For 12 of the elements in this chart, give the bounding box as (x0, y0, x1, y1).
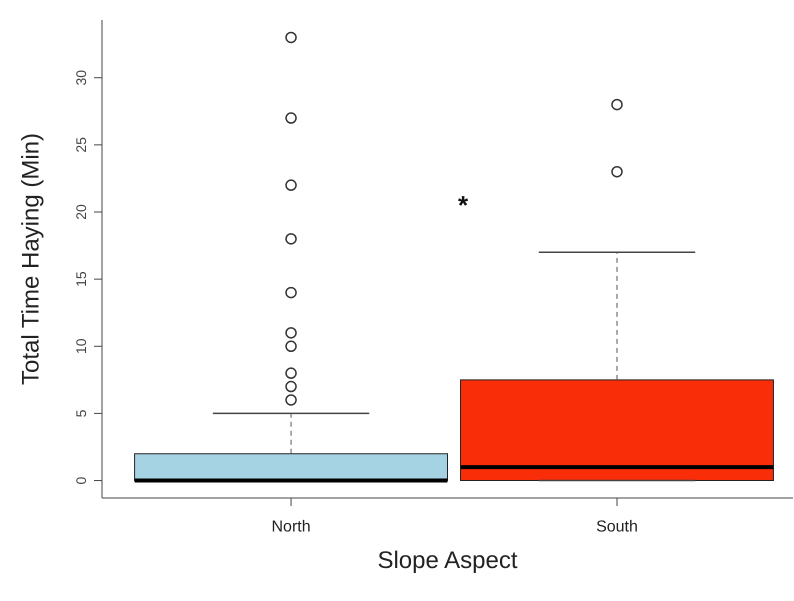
y-tick-label: 5 (73, 409, 89, 418)
y-tick-label: 10 (73, 338, 89, 354)
y-tick-label: 15 (73, 271, 89, 287)
y-tick-label: 0 (73, 476, 89, 484)
x-axis-title: Slope Aspect (377, 547, 518, 574)
y-tick-label: 30 (73, 70, 89, 86)
x-tick-label: South (596, 518, 638, 536)
annotation: * (458, 190, 468, 221)
y-tick-label: 25 (73, 136, 89, 153)
x-tick-label: North (271, 518, 311, 536)
y-axis-title: Total Time Haying (Min) (18, 132, 45, 386)
y-tick-label: 20 (73, 204, 89, 220)
